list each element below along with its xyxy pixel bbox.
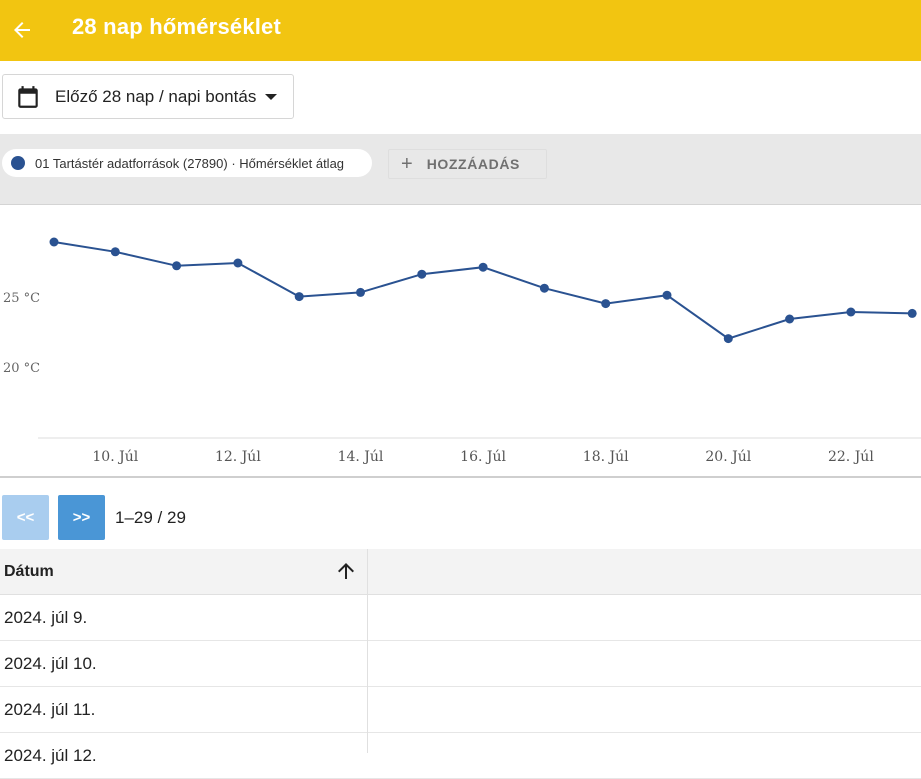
series-line: [53, 241, 913, 340]
date-cell: 2024. júl 9.: [4, 608, 88, 627]
x-tick-label: 18. Júl: [583, 449, 629, 465]
table-row[interactable]: 2024. júl 10.: [0, 641, 921, 687]
y-tick-label: 25 °C: [3, 291, 40, 306]
x-axis-ticks: 10. Júl 12. Júl 14. Júl 16. Júl 18. Júl 20. J…: [92, 449, 874, 465]
series-chip[interactable]: 01 Tartástér adatforrások (27890) · Hőmé…: [2, 149, 372, 177]
date-cell: 2024. júl 12.: [4, 746, 97, 765]
period-select[interactable]: Előző 28 nap / napi bontás: [2, 74, 294, 119]
back-button[interactable]: [4, 12, 40, 48]
data-point[interactable]: [417, 269, 427, 279]
period-select-value: Előző 28 nap / napi bontás: [55, 86, 257, 106]
x-tick-label: 16. Júl: [460, 449, 506, 465]
arrow-left-icon: [14, 22, 30, 38]
x-tick-label: 12. Júl: [215, 449, 261, 465]
data-point[interactable]: [294, 292, 304, 302]
page-title: 28 nap hőmérséklet: [72, 14, 282, 39]
pagination-info: 1–29 / 29: [115, 508, 186, 527]
x-tick-label: 14. Júl: [338, 449, 384, 465]
series-chip-label: 01 Tartástér adatforrások (27890) · Hőmé…: [35, 155, 345, 171]
data-point[interactable]: [846, 307, 856, 317]
previous-page-button[interactable]: <<: [2, 495, 49, 540]
data-point[interactable]: [662, 290, 672, 300]
add-series-button[interactable]: + HOZZÁADÁS: [388, 149, 547, 179]
column-divider: [367, 549, 368, 753]
data-point[interactable]: [172, 261, 182, 271]
chart-divider: [0, 476, 921, 478]
data-point[interactable]: [601, 299, 611, 309]
arrow-up-icon[interactable]: [334, 559, 358, 583]
table-header: Dátum: [0, 549, 921, 595]
caret-down-icon: [265, 93, 278, 100]
data-point[interactable]: [110, 247, 120, 257]
app-bar: 28 nap hőmérséklet: [0, 0, 921, 61]
series-bar: 01 Tartástér adatforrások (27890) · Hőmé…: [0, 134, 921, 205]
series-points: [49, 237, 917, 344]
date-cell: 2024. júl 11.: [4, 700, 96, 719]
series-color-dot: [11, 156, 25, 170]
data-point[interactable]: [356, 287, 365, 297]
data-point[interactable]: [723, 334, 733, 344]
data-point[interactable]: [233, 258, 243, 268]
data-point[interactable]: [49, 237, 59, 247]
add-series-label: HOZZÁADÁS: [426, 156, 520, 172]
x-tick-label: 20. Júl: [705, 449, 751, 465]
table-row[interactable]: 2024. júl 9.: [0, 595, 921, 641]
y-axis-ticks: 25 °C 20 °C: [3, 291, 40, 376]
y-tick-label: 20 °C: [3, 361, 40, 376]
chart-svg: 25 °C20 °C 10. Júl 12. Júl 14. Júl 16. Júl 1…: [3, 237, 921, 465]
next-page-button[interactable]: >>: [58, 495, 105, 540]
data-point[interactable]: [478, 262, 488, 272]
data-point[interactable]: [785, 314, 795, 324]
temperature-chart: 25 °C 20 °C 10. Júl 12. Júl 14. Júl 16. Júl 1…: [0, 204, 921, 476]
plus-icon: +: [401, 153, 413, 175]
data-point[interactable]: [907, 308, 917, 318]
column-header-date[interactable]: Dátum: [4, 563, 54, 580]
pagination: << >> 1–29 / 29: [0, 488, 921, 548]
calendar-icon: [18, 85, 38, 108]
x-tick-label: 10. Júl: [92, 449, 138, 465]
table-row[interactable]: 2024. júl 12.: [0, 733, 921, 779]
date-cell: 2024. júl 10.: [4, 654, 97, 673]
data-point[interactable]: [539, 283, 549, 293]
data-table: Dátum 2024. júl 9. 2024. júl 10. 2024. j…: [0, 549, 921, 779]
x-tick-label: 22. Júl: [828, 449, 874, 465]
table-row[interactable]: 2024. júl 11.: [0, 687, 921, 733]
